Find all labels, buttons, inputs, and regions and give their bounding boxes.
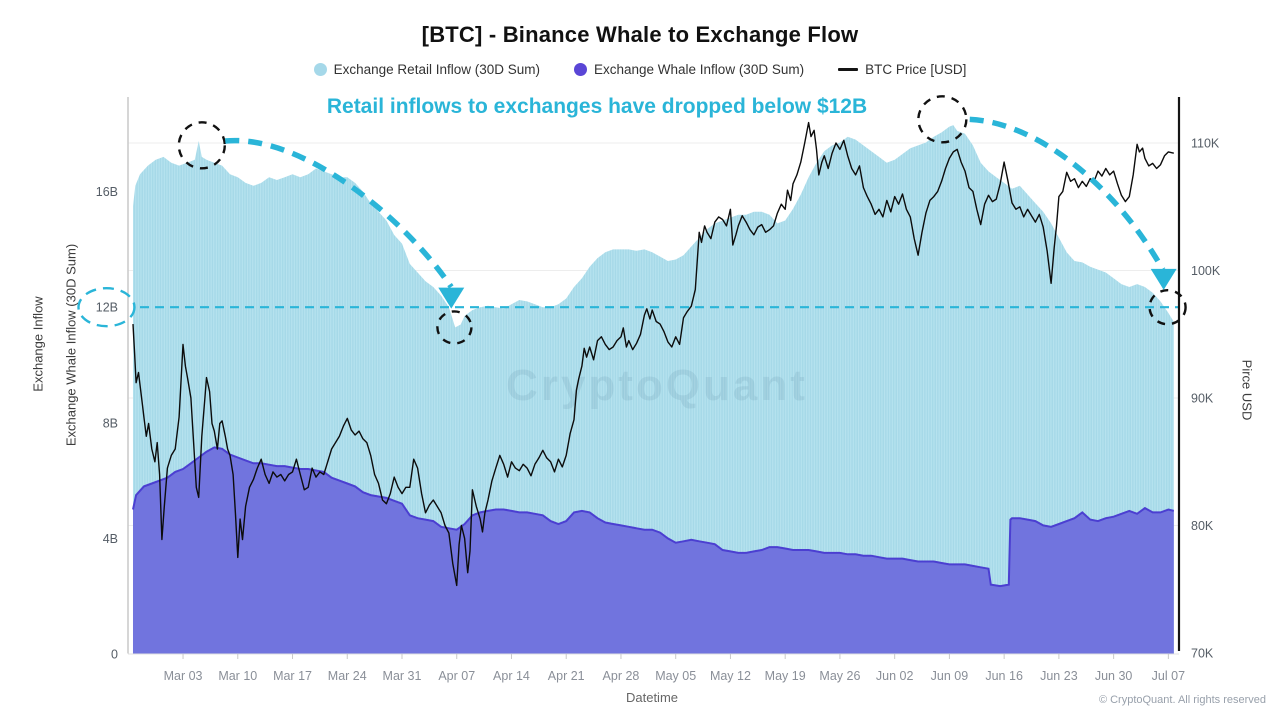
chart-title: [BTC] - Binance Whale to Exchange Flow bbox=[421, 22, 859, 47]
svg-text:12B: 12B bbox=[96, 301, 118, 315]
legend: Exchange Retail Inflow (30D Sum) Exchang… bbox=[0, 62, 1280, 77]
svg-text:Apr 07: Apr 07 bbox=[438, 669, 475, 683]
right-axis-ticks: 70K 80K 90K 100K 110K bbox=[1191, 137, 1221, 661]
svg-text:90K: 90K bbox=[1191, 392, 1214, 406]
svg-text:Jun 02: Jun 02 bbox=[876, 669, 914, 683]
svg-text:Jun 16: Jun 16 bbox=[985, 669, 1023, 683]
svg-text:16B: 16B bbox=[96, 185, 118, 199]
svg-text:110K: 110K bbox=[1191, 137, 1220, 151]
svg-text:May 26: May 26 bbox=[819, 669, 860, 683]
whale-series-dot-icon bbox=[573, 63, 587, 76]
svg-text:Mar 17: Mar 17 bbox=[273, 669, 312, 683]
watermark: CryptoQuant bbox=[506, 361, 808, 410]
svg-text:100K: 100K bbox=[1191, 264, 1221, 278]
copyright-notice: © CryptoQuant. All rights reserved bbox=[1098, 694, 1266, 706]
callout-circles bbox=[177, 95, 1187, 345]
x-axis-ticks: Mar 03 Mar 10 Mar 17 Mar 24 Mar 31 Apr 07 Apr … bbox=[164, 654, 1185, 683]
callout-arrows bbox=[225, 116, 1177, 309]
right-axis-title-price-usd: Pirce USD bbox=[1239, 359, 1255, 421]
legend-item-retail-inflow[interactable]: Exchange Retail Inflow (30D Sum) bbox=[313, 62, 540, 77]
svg-text:Apr 21: Apr 21 bbox=[548, 669, 585, 683]
svg-text:May 05: May 05 bbox=[655, 669, 696, 683]
svg-text:Jun 09: Jun 09 bbox=[931, 669, 969, 683]
price-series-line-icon bbox=[838, 68, 859, 71]
svg-text:Jun 23: Jun 23 bbox=[1040, 669, 1078, 683]
svg-text:May 19: May 19 bbox=[765, 669, 806, 683]
12b-label-ellipse bbox=[77, 287, 136, 328]
x-axis-title-datetime: Datetime bbox=[625, 690, 679, 705]
btc-price-line bbox=[132, 121, 1174, 587]
svg-text:Mar 10: Mar 10 bbox=[218, 669, 257, 683]
svg-text:Mar 24: Mar 24 bbox=[328, 669, 367, 683]
svg-text:Jun 30: Jun 30 bbox=[1095, 669, 1133, 683]
svg-text:Jul 07: Jul 07 bbox=[1152, 669, 1185, 683]
svg-text:70K: 70K bbox=[1191, 647, 1214, 661]
svg-text:Apr 28: Apr 28 bbox=[603, 669, 640, 683]
svg-text:80K: 80K bbox=[1191, 519, 1214, 533]
legend-label: Exchange Retail Inflow (30D Sum) bbox=[333, 62, 540, 77]
svg-text:Mar 31: Mar 31 bbox=[383, 669, 422, 683]
svg-text:4B: 4B bbox=[103, 532, 118, 546]
annotation-headline: Retail inflows to exchanges have dropped… bbox=[326, 95, 868, 118]
left-axis-title-exchange-inflow: Exchange Inflow bbox=[30, 296, 46, 392]
svg-text:0: 0 bbox=[111, 648, 118, 662]
svg-text:May 12: May 12 bbox=[710, 669, 751, 683]
left-axis-ticks: 0 4B 8B 12B 16B bbox=[96, 185, 118, 661]
svg-text:Apr 14: Apr 14 bbox=[493, 669, 530, 683]
legend-label: Exchange Whale Inflow (30D Sum) bbox=[593, 62, 805, 77]
svg-text:8B: 8B bbox=[103, 416, 118, 430]
legend-label: BTC Price [USD] bbox=[865, 62, 967, 77]
left-axis-title-whale-inflow: Exchange Whale Inflow (30D Sum) bbox=[63, 243, 79, 447]
whale-area-series bbox=[132, 446, 1175, 654]
legend-item-btc-price[interactable]: BTC Price [USD] bbox=[838, 62, 966, 77]
legend-item-whale-inflow[interactable]: Exchange Whale Inflow (30D Sum) bbox=[573, 62, 805, 77]
retail-series-dot-icon bbox=[313, 63, 327, 76]
svg-text:Mar 03: Mar 03 bbox=[164, 669, 203, 683]
